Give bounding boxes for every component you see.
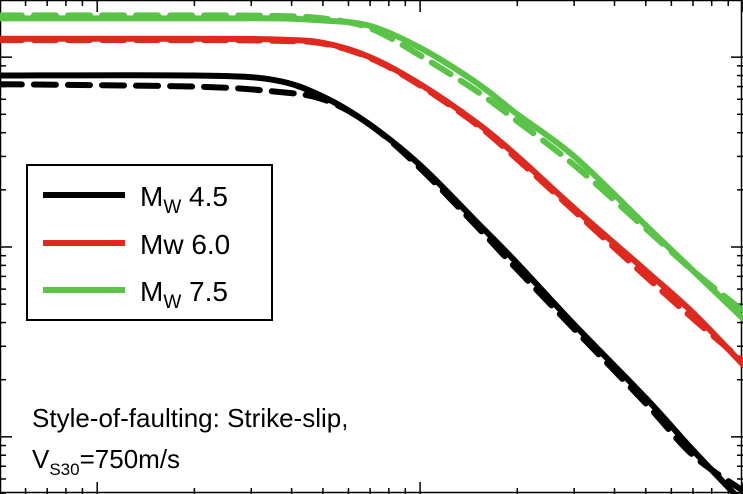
series-line-3 bbox=[0, 37, 743, 365]
series-line-5 bbox=[0, 12, 743, 314]
series-group bbox=[0, 12, 743, 494]
legend-label-mw60: Mw 6.0 bbox=[140, 229, 230, 260]
annotation-line-1: Style-of-faulting: Strike-slip, bbox=[32, 403, 348, 433]
series-line-1 bbox=[0, 81, 743, 494]
legend-label-mw45: MW 4.5 bbox=[140, 181, 228, 218]
annotation-line-2: VS30=750m/s bbox=[32, 444, 180, 479]
legend: MW 4.5 Mw 6.0 MW 7.5 bbox=[26, 164, 273, 321]
legend-label-mw75: MW 7.5 bbox=[140, 276, 228, 313]
